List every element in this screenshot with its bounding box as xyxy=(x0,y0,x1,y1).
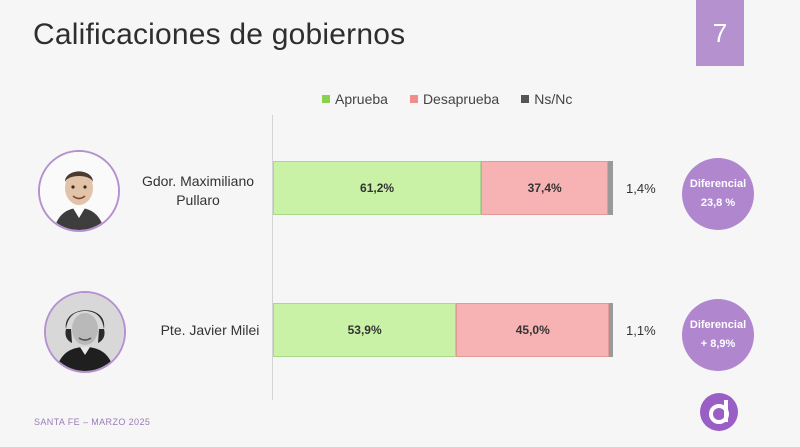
diferencial-badge-milei: Diferencial + 8,9% xyxy=(682,299,754,371)
diferencial-value: + 8,9% xyxy=(700,338,736,350)
legend-item-nsnc: Ns/Nc xyxy=(521,91,572,107)
nsnc-label-pullaro: 1,4% xyxy=(626,181,656,196)
bar-label-desaprueba-pullaro: 37,4% xyxy=(527,181,562,195)
legend-swatch-desaprueba xyxy=(409,95,418,103)
page-title: Calificaciones de gobiernos xyxy=(33,18,406,51)
logo-d-icon xyxy=(709,400,729,424)
bar-desaprueba-pullaro: 37,4% xyxy=(481,161,609,215)
legend-item-aprueba: Aprueba xyxy=(322,91,388,107)
bar-desaprueba-milei: 45,0% xyxy=(456,303,610,357)
bar-nsnc-milei xyxy=(609,303,613,357)
brand-logo xyxy=(700,393,738,431)
bar-label-aprueba-pullaro: 61,2% xyxy=(360,181,395,195)
person-photo-icon xyxy=(40,152,118,230)
chart-legend: Aprueba Desaprueba Ns/Nc xyxy=(322,91,572,107)
legend-label-aprueba: Aprueba xyxy=(335,91,388,107)
legend-label-nsnc: Ns/Nc xyxy=(534,91,573,107)
bar-label-aprueba-milei: 53,9% xyxy=(347,323,382,337)
legend-label-desaprueba: Desaprueba xyxy=(422,91,500,107)
nsnc-label-milei: 1,1% xyxy=(626,323,656,338)
row-name-line1: Gdor. Maximiliano xyxy=(141,173,255,189)
bar-aprueba-milei: 53,9% xyxy=(273,303,457,357)
row-name-line1: Pte. Javier Milei xyxy=(160,322,260,338)
bar-aprueba-pullaro: 61,2% xyxy=(273,161,482,215)
legend-item-desaprueba: Desaprueba xyxy=(409,91,500,107)
chart-axis-line xyxy=(272,115,273,400)
legend-swatch-nsnc xyxy=(521,95,530,103)
row-name-line2: Pullaro xyxy=(176,192,220,208)
row-name-milei: Pte. Javier Milei xyxy=(130,321,290,340)
page-number-badge: 7 xyxy=(696,0,744,66)
avatar-milei xyxy=(44,291,126,373)
bar-nsnc-pullaro xyxy=(608,161,613,215)
row-name-pullaro: Gdor. Maximiliano Pullaro xyxy=(118,172,278,210)
person-photo-icon xyxy=(46,293,124,371)
footer-text: SANTA FE – MARZO 2025 xyxy=(34,417,151,427)
diferencial-badge-pullaro: Diferencial 23,8 % xyxy=(682,158,754,230)
diferencial-title: Diferencial xyxy=(689,178,747,190)
diferencial-value: 23,8 % xyxy=(700,197,736,209)
bar-label-desaprueba-milei: 45,0% xyxy=(515,323,550,337)
legend-swatch-aprueba xyxy=(322,95,330,103)
avatar-pullaro xyxy=(38,150,120,232)
diferencial-title: Diferencial xyxy=(689,319,747,331)
